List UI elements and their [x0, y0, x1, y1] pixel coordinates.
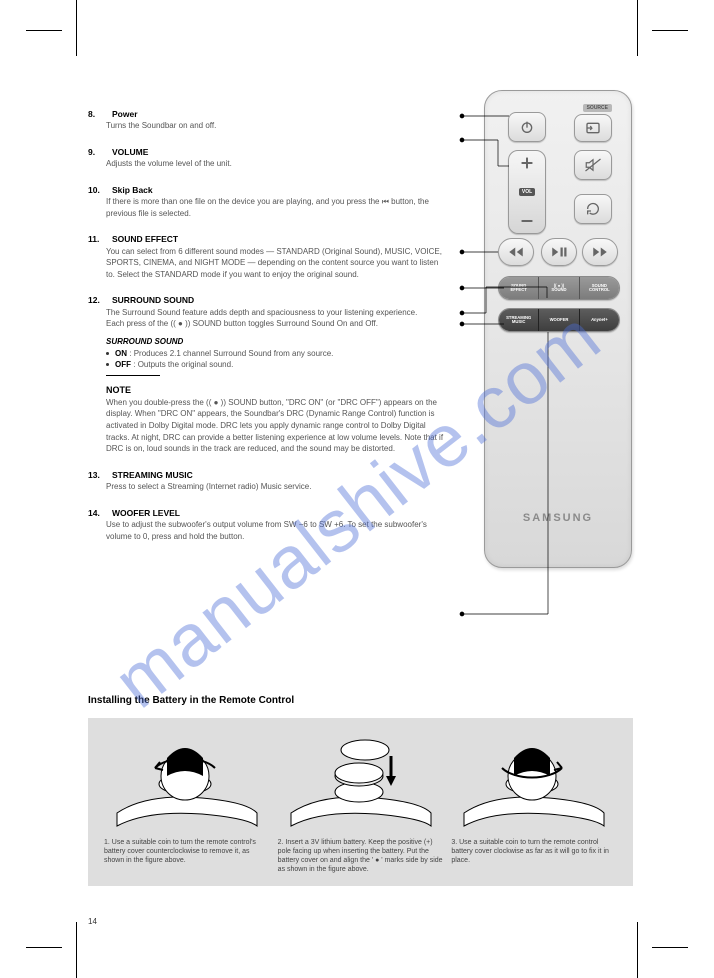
mute-icon — [584, 157, 602, 173]
callout-desc: Use to adjust the subwoofer's output vol… — [106, 519, 448, 542]
callout-name: SURROUND SOUND — [112, 294, 194, 306]
callout-desc-2: Each press of the (( ● )) SOUND button t… — [106, 318, 448, 330]
callout-name: Power — [112, 108, 138, 120]
callout-number: 9. — [88, 146, 106, 158]
callout-9: 9. VOLUME Adjusts the volume level of th… — [88, 146, 448, 170]
anynet-button: Anynet+ — [579, 309, 619, 331]
volume-rocker: VOL — [508, 150, 546, 234]
callout-desc: Adjusts the volume level of the unit. — [106, 158, 448, 170]
surround-off-desc: Outputs the original sound. — [138, 360, 234, 369]
battery-fig-1 — [107, 728, 267, 838]
sound-row: SOUND EFFECT (( ● ))SOUND SOUND CONTROL — [498, 276, 620, 300]
battery-step-3: 3. Use a suitable coin to turn the remot… — [447, 728, 621, 878]
vol-label: VOL — [519, 188, 535, 196]
callout-8: 8. Power Turns the Soundbar on and off. — [88, 108, 448, 132]
surround-sound-button: (( ● ))SOUND — [538, 277, 578, 299]
callout-number: 12. — [88, 294, 106, 306]
feature-list: 8. Power Turns the Soundbar on and off. … — [88, 108, 448, 556]
skip-back-icon — [507, 246, 525, 258]
callout-name: Skip Back — [112, 184, 153, 196]
minus-icon — [519, 213, 535, 229]
battery-title: Installing the Battery in the Remote Con… — [88, 695, 294, 706]
repeat-button — [574, 194, 612, 224]
play-pause-button — [541, 238, 577, 266]
callout-number: 11. — [88, 233, 106, 245]
callout-desc: You can select from 6 different sound mo… — [106, 246, 448, 281]
battery-caption-1: 1. Use a suitable coin to turn the remot… — [100, 838, 274, 865]
callout-14: 14. WOOFER LEVEL Use to adjust the subwo… — [88, 507, 448, 543]
skip-forward-button — [582, 238, 618, 266]
brand-logo: SAMSUNG — [484, 512, 632, 524]
sound-effect-button: SOUND EFFECT — [499, 277, 538, 299]
source-label: SOURCE — [583, 104, 612, 112]
battery-caption-2: 2. Insert a 3V lithium battery. Keep the… — [274, 838, 448, 874]
callout-name: WOOFER LEVEL — [112, 507, 180, 519]
callout-number: 8. — [88, 108, 106, 120]
source-icon — [585, 121, 601, 135]
callout-11: 11. SOUND EFFECT You can select from 6 d… — [88, 233, 448, 280]
callout-number: 14. — [88, 507, 106, 519]
callout-desc: If there is more than one file on the de… — [106, 196, 448, 219]
power-icon — [519, 119, 535, 135]
source-button — [574, 114, 612, 142]
battery-step-2: 2. Insert a 3V lithium battery. Keep the… — [274, 728, 448, 878]
callout-13: 13. STREAMING MUSIC Press to select a St… — [88, 469, 448, 493]
mute-button — [574, 150, 612, 180]
callout-name: VOLUME — [112, 146, 148, 158]
callout-desc: Turns the Soundbar on and off. — [106, 120, 448, 132]
skip-back-button — [498, 238, 534, 266]
power-button — [508, 112, 546, 142]
battery-box: 1. Use a suitable coin to turn the remot… — [88, 718, 633, 886]
battery-step-1: 1. Use a suitable coin to turn the remot… — [100, 728, 274, 878]
battery-fig-2 — [281, 728, 441, 838]
play-pause-icon — [550, 246, 568, 258]
surround-on-desc: Produces 2.1 channel Surround Sound from… — [134, 349, 334, 358]
callout-number: 13. — [88, 469, 106, 481]
callout-desc: The Surround Sound feature adds depth an… — [106, 307, 448, 319]
page-number: 14 — [88, 917, 97, 926]
plus-icon — [519, 155, 535, 171]
streaming-music-button: STREAMING MUSIC — [499, 309, 538, 331]
woofer-button: WOOFER — [538, 309, 578, 331]
callout-desc: Press to select a Streaming (Internet ra… — [106, 481, 448, 493]
surround-on-label: ON — [115, 349, 127, 358]
battery-fig-3 — [454, 728, 614, 838]
battery-caption-3: 3. Use a suitable coin to turn the remot… — [447, 838, 621, 865]
repeat-icon — [584, 201, 602, 217]
skip-forward-icon — [591, 246, 609, 258]
callout-12: 12. SURROUND SOUND The Surround Sound fe… — [88, 294, 448, 454]
surround-sound-heading: SURROUND SOUND — [106, 336, 448, 348]
surround-off-label: OFF — [115, 360, 131, 369]
extra-row: STREAMING MUSIC WOOFER Anynet+ — [498, 308, 620, 332]
callout-name: STREAMING MUSIC — [112, 469, 193, 481]
note-body: When you double-press the (( ● )) SOUND … — [106, 397, 448, 455]
sound-control-button: SOUND CONTROL — [579, 277, 619, 299]
callout-number: 10. — [88, 184, 106, 196]
remote-illustration: SOURCE VOL — [484, 90, 632, 568]
note-title: NOTE — [106, 384, 448, 397]
callout-10: 10. Skip Back If there is more than one … — [88, 184, 448, 220]
callout-name: SOUND EFFECT — [112, 233, 178, 245]
